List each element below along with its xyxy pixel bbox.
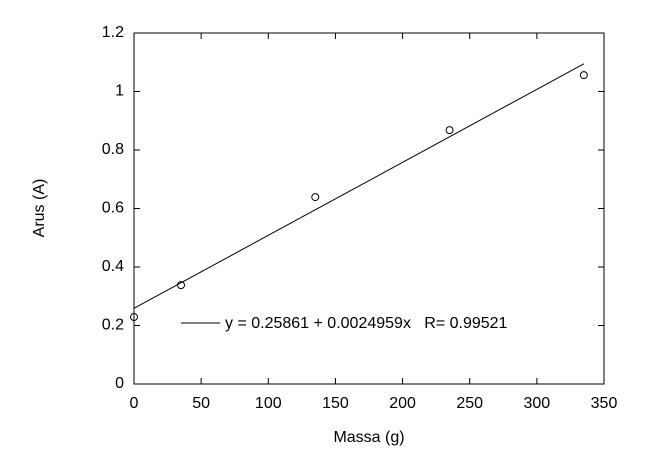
x-tick-label: 250 <box>456 395 483 412</box>
data-point <box>311 193 320 202</box>
y-tick-label: 0.4 <box>102 258 124 275</box>
y-tick-label: 1.2 <box>102 24 124 41</box>
x-axis-label: Massa (g) <box>333 429 404 446</box>
x-tick-label: 0 <box>130 395 139 412</box>
y-axis-label: Arus (A) <box>31 179 48 238</box>
legend-label: y = 0.25861 + 0.0024959x R= 0.99521 <box>225 315 508 332</box>
fit-line <box>133 63 585 309</box>
x-tick-label: 100 <box>255 395 282 412</box>
data-point <box>445 126 454 135</box>
data-point <box>130 313 138 322</box>
data-point <box>579 71 588 80</box>
y-tick-label: 0.6 <box>102 200 124 217</box>
y-tick-label: 0.8 <box>102 141 124 158</box>
x-tick-label: 150 <box>322 395 349 412</box>
y-tick-label: 0 <box>115 375 124 392</box>
x-tick-label: 200 <box>389 395 416 412</box>
y-tick-label: 0.2 <box>102 317 124 334</box>
x-tick-label: 300 <box>524 395 551 412</box>
x-tick-label: 350 <box>591 395 618 412</box>
y-tick-label: 1 <box>115 83 124 100</box>
x-tick-label: 50 <box>192 395 210 412</box>
